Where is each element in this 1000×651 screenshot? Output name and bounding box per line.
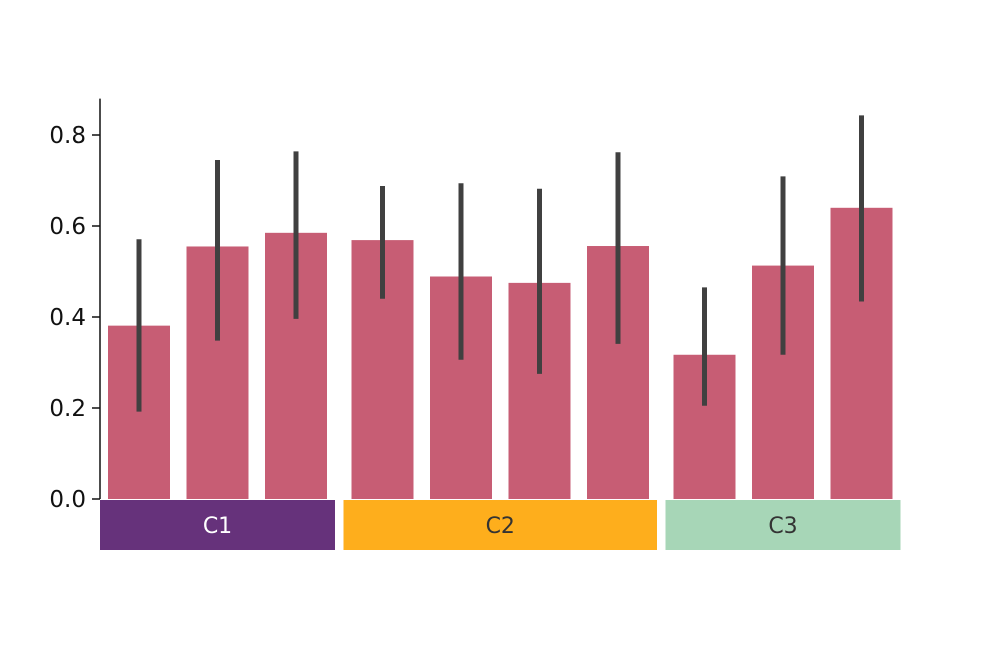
group-label-c1: C1 [203, 514, 232, 539]
group-band-c2 [343, 500, 657, 550]
y-tick-label: 0.0 [49, 487, 86, 513]
error-bars-layer [136, 115, 864, 412]
group-label-c2: C2 [486, 514, 515, 539]
group-band-c1 [100, 500, 335, 550]
group-band-c3 [665, 500, 901, 550]
bars-layer [108, 207, 893, 500]
y-tick-label: 0.8 [49, 123, 86, 149]
y-tick-label: 0.2 [49, 396, 86, 422]
group-bands-layer: C1 C2 C3 [100, 500, 901, 550]
group-label-c3: C3 [768, 514, 797, 539]
y-axis: 0.0 0.2 0.4 0.6 0.8 [49, 98, 101, 513]
y-tick-label: 0.4 [49, 305, 86, 331]
y-tick-label: 0.6 [49, 214, 86, 240]
